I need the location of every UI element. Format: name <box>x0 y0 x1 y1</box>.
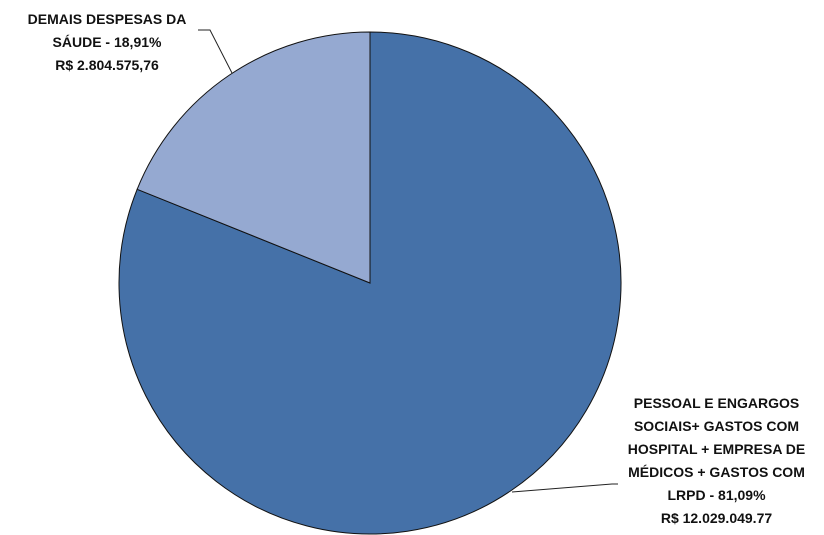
leader-line <box>511 483 618 493</box>
slices <box>118 31 622 535</box>
value-label: 18,91% <box>113 34 162 50</box>
slice-label: DEMAIS DESPESAS DA SÁUDE - 18,91% R$ 2.8… <box>12 8 202 77</box>
category-label: PESSOAL E ENGARGOS SOCIAIS+ GASTOS COM H… <box>627 395 806 503</box>
amount-label: R$ 12.029.049.77 <box>660 510 773 526</box>
amount-label: R$ 2.804.575,76 <box>55 57 159 73</box>
pie-slice <box>136 31 371 284</box>
leader-line <box>198 29 233 74</box>
value-label: 81,09% <box>718 487 766 503</box>
slice-label: PESSOAL E ENGARGOS SOCIAIS+ GASTOS COM H… <box>614 392 819 530</box>
category-label: DEMAIS DESPESAS DA SÁUDE - <box>27 11 187 50</box>
